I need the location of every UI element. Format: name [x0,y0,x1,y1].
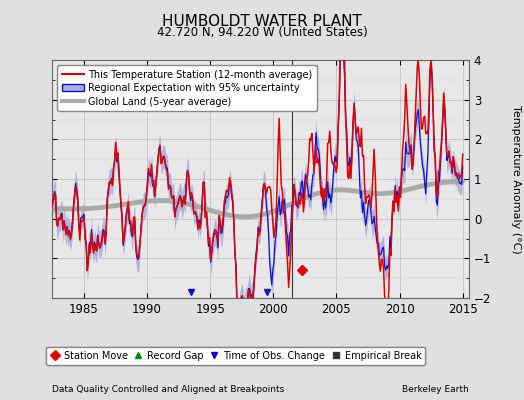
Text: 42.720 N, 94.220 W (United States): 42.720 N, 94.220 W (United States) [157,26,367,39]
Text: HUMBOLDT WATER PLANT: HUMBOLDT WATER PLANT [162,14,362,29]
Text: Berkeley Earth: Berkeley Earth [402,385,469,394]
Legend: Station Move, Record Gap, Time of Obs. Change, Empirical Break: Station Move, Record Gap, Time of Obs. C… [46,347,425,364]
Y-axis label: Temperature Anomaly (°C): Temperature Anomaly (°C) [511,105,521,253]
Text: Data Quality Controlled and Aligned at Breakpoints: Data Quality Controlled and Aligned at B… [52,385,285,394]
